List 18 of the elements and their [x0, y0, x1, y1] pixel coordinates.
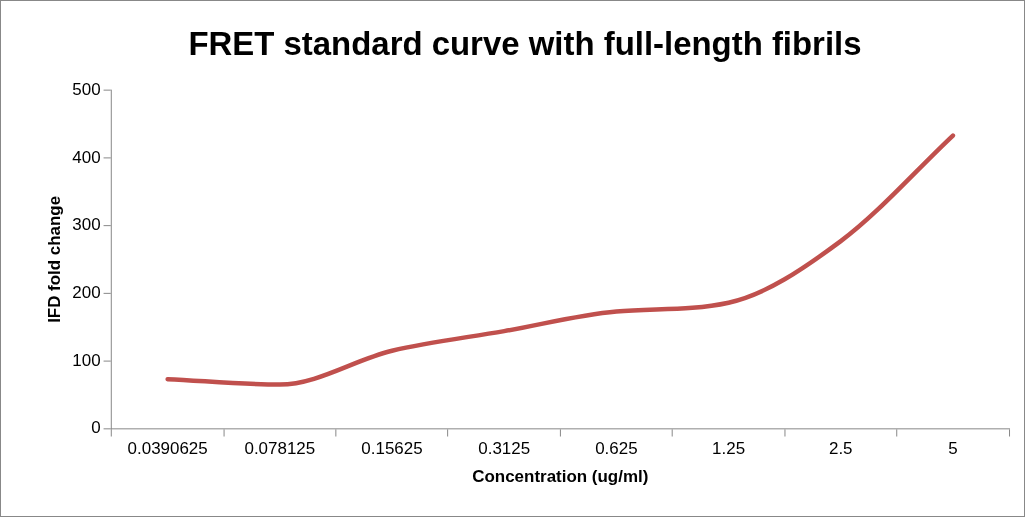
y-tick-label: 300: [72, 215, 101, 235]
chart-title: FRET standard curve with full-length fibrils: [188, 24, 862, 62]
x-axis-title: Concentration (ug/ml): [472, 466, 649, 486]
x-tick-label: 0.625: [595, 439, 638, 459]
x-tick-label: 0.0390625: [127, 439, 208, 459]
line-series: [165, 133, 956, 387]
x-tick-label: 1.25: [712, 439, 746, 459]
y-tick-label: 400: [72, 147, 101, 167]
y-tick-label: 500: [72, 79, 101, 99]
x-tick-label: 2.5: [828, 439, 853, 459]
y-tick-label: 200: [72, 282, 101, 302]
y-tick-label: 0: [91, 418, 101, 438]
x-tick-label: 0.078125: [244, 439, 316, 459]
x-tick-label: 0.3125: [478, 439, 531, 459]
y-axis-title: IFD fold change: [44, 195, 64, 323]
x-tick-label: 0.15625: [361, 439, 423, 459]
x-tick-label: 5: [948, 439, 958, 459]
y-tick-label: 100: [72, 350, 101, 370]
